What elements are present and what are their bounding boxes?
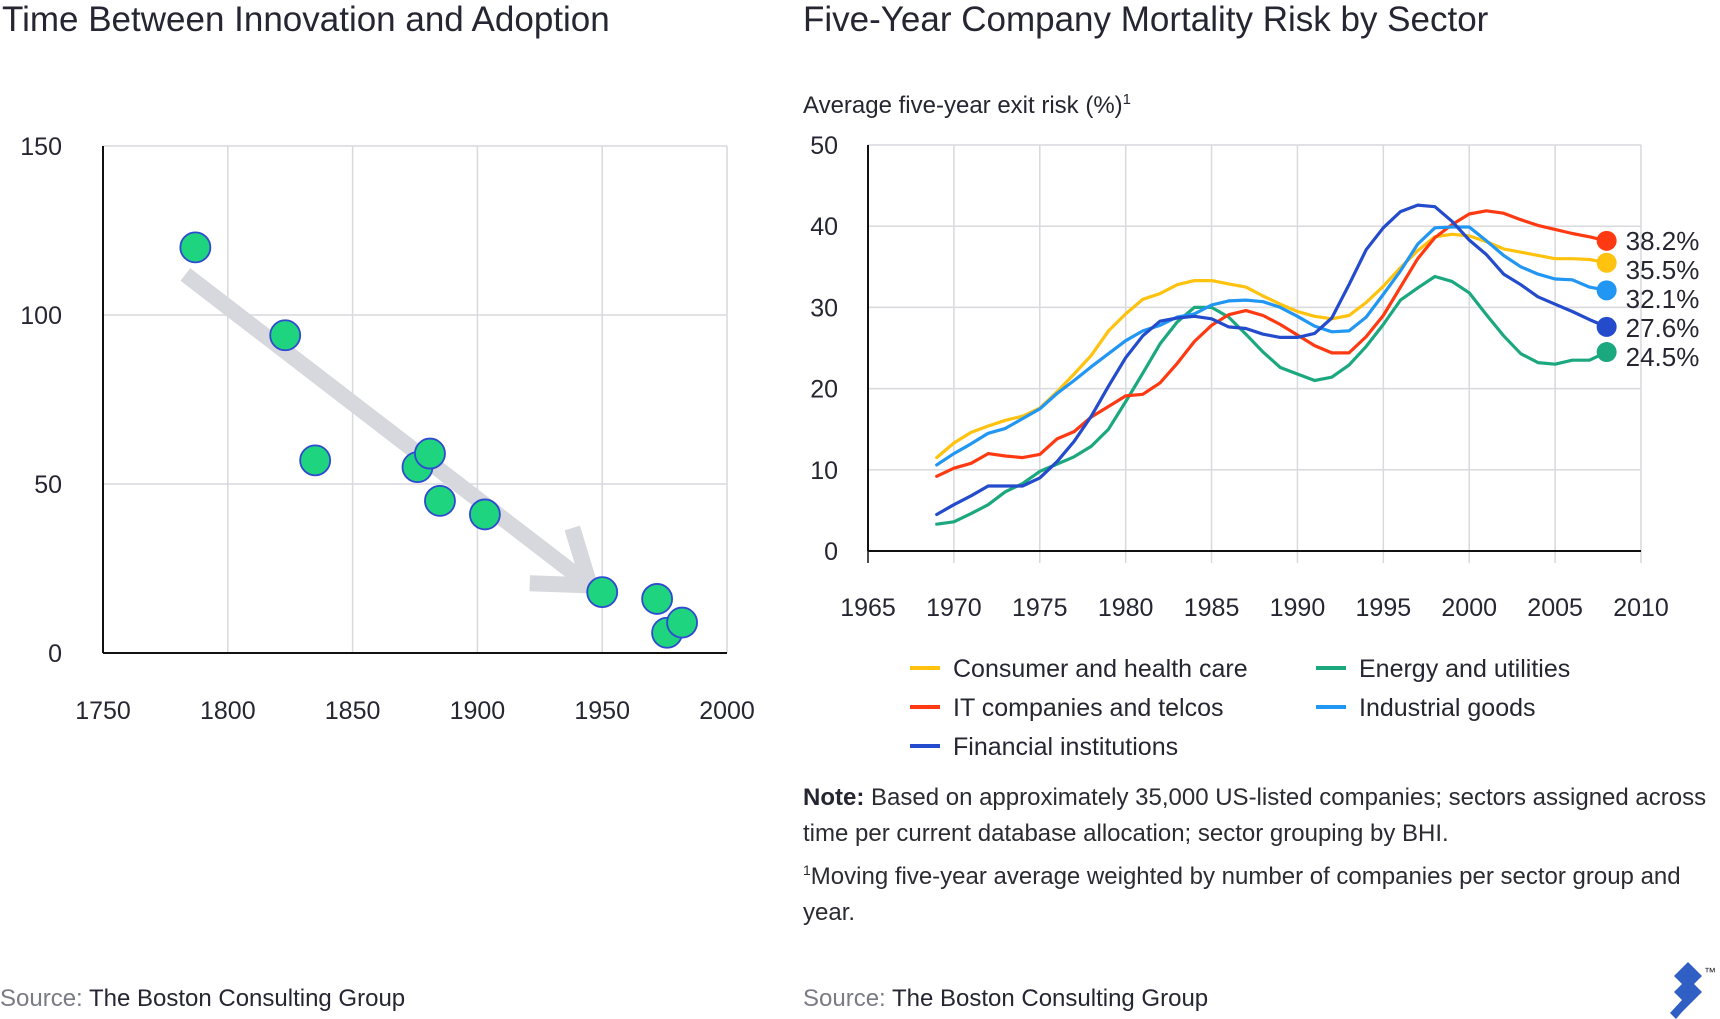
line-y-tick-label: 0	[824, 538, 838, 566]
series-end-marker	[1596, 316, 1617, 337]
legend-label: Industrial goods	[1359, 694, 1536, 722]
left-source-prefix: Source:	[0, 985, 83, 1012]
scatter-point	[299, 444, 332, 477]
left-source-name: The Boston Consulting Group	[88, 985, 406, 1012]
scatter-point	[468, 498, 501, 531]
scatter-chart: 1750 1800 1850 1900 1950 2000 0 50 100 150	[20, 133, 755, 725]
scatter-y-tick-label: 50	[34, 471, 62, 499]
svg-text:™: ™	[1704, 965, 1716, 979]
scatter-point	[424, 484, 456, 517]
scatter-point	[641, 583, 674, 615]
scatter-y-tick-label: 150	[20, 133, 62, 161]
note-text: Based on approximately 35,000 US-listed …	[803, 784, 1707, 847]
line-x-tick-label: 1980	[1098, 594, 1154, 622]
line-x-tick-label: 1985	[1184, 594, 1240, 622]
series-end-marker	[1596, 342, 1617, 363]
series-line	[935, 209, 1609, 478]
series-end-label: 27.6%	[1626, 313, 1700, 343]
legend-label: Financial institutions	[953, 733, 1178, 761]
scatter-y-tick-label: 0	[48, 640, 62, 668]
scatter-point	[414, 437, 446, 470]
line-x-tick-label: 1975	[1012, 594, 1068, 622]
toptal-logo-icon: ™	[1670, 962, 1716, 1019]
note-label: Note:	[803, 784, 865, 811]
series-line	[935, 232, 1609, 460]
right-source: Source: The Boston Consulting Group	[803, 985, 1208, 1013]
left-source: Source: The Boston Consulting Group	[0, 985, 405, 1013]
scatter-x-tick-label: 1750	[75, 697, 131, 725]
legend-label: Energy and utilities	[1359, 655, 1570, 683]
series-line	[935, 274, 1609, 526]
scatter-point	[269, 319, 302, 352]
line-x-tick-label: 1990	[1270, 594, 1326, 622]
right-chart-title: Five-Year Company Mortality Risk by Sect…	[803, 0, 1489, 39]
trend-arrow	[180, 268, 601, 594]
series-line	[935, 225, 1609, 467]
series-end-label: 24.5%	[1626, 342, 1700, 372]
line-x-tick-label: 2010	[1613, 594, 1669, 622]
scatter-point	[586, 576, 619, 609]
series-end-marker	[1596, 252, 1617, 273]
scatter-point	[666, 606, 698, 639]
scatter-point	[179, 231, 212, 264]
line-x-tick-label: 1995	[1356, 594, 1412, 622]
line-y-tick-label: 30	[810, 294, 838, 322]
series-end-label: 38.2%	[1626, 226, 1700, 256]
right-chart-ylabel: Average five-year exit risk (%)1	[803, 91, 1131, 119]
line-y-tick-label: 20	[810, 376, 838, 404]
line-x-tick-label: 2005	[1527, 594, 1583, 622]
scatter-y-tick-label: 100	[20, 302, 62, 330]
note-block: Note: Based on approximately 35,000 US-l…	[803, 780, 1720, 931]
series-end-marker	[1596, 230, 1617, 251]
line-x-tick-label: 1965	[840, 594, 896, 622]
left-chart-title: Time Between Innovation and Adoption	[2, 0, 610, 39]
line-y-tick-label: 10	[810, 457, 838, 485]
footnote-text: Moving five-year average weighted by num…	[803, 863, 1681, 926]
line-x-tick-label: 1970	[926, 594, 982, 622]
line-y-tick-label: 40	[810, 213, 838, 241]
legend-label: Consumer and health care	[953, 655, 1248, 683]
scatter-x-tick-label: 1850	[325, 697, 381, 725]
series-end-label: 35.5%	[1626, 255, 1700, 285]
scatter-x-tick-label: 1800	[200, 697, 256, 725]
series-end-marker	[1596, 280, 1617, 301]
footnote-marker: 1	[803, 862, 811, 878]
line-y-tick-label: 50	[810, 132, 838, 160]
right-source-name: The Boston Consulting Group	[891, 985, 1209, 1012]
right-source-prefix: Source:	[803, 985, 886, 1012]
scatter-x-tick-label: 1900	[450, 697, 506, 725]
line-x-tick-label: 2000	[1441, 594, 1497, 622]
series-end-label: 32.1%	[1626, 284, 1700, 314]
scatter-x-tick-label: 2000	[699, 697, 755, 725]
series-line	[935, 203, 1609, 517]
line-chart: 1965 1970 1975 1980 1985 1990 1995 2000 2005 2010…	[810, 132, 1699, 761]
legend-label: IT companies and telcos	[953, 694, 1224, 722]
scatter-x-tick-label: 1950	[574, 697, 630, 725]
